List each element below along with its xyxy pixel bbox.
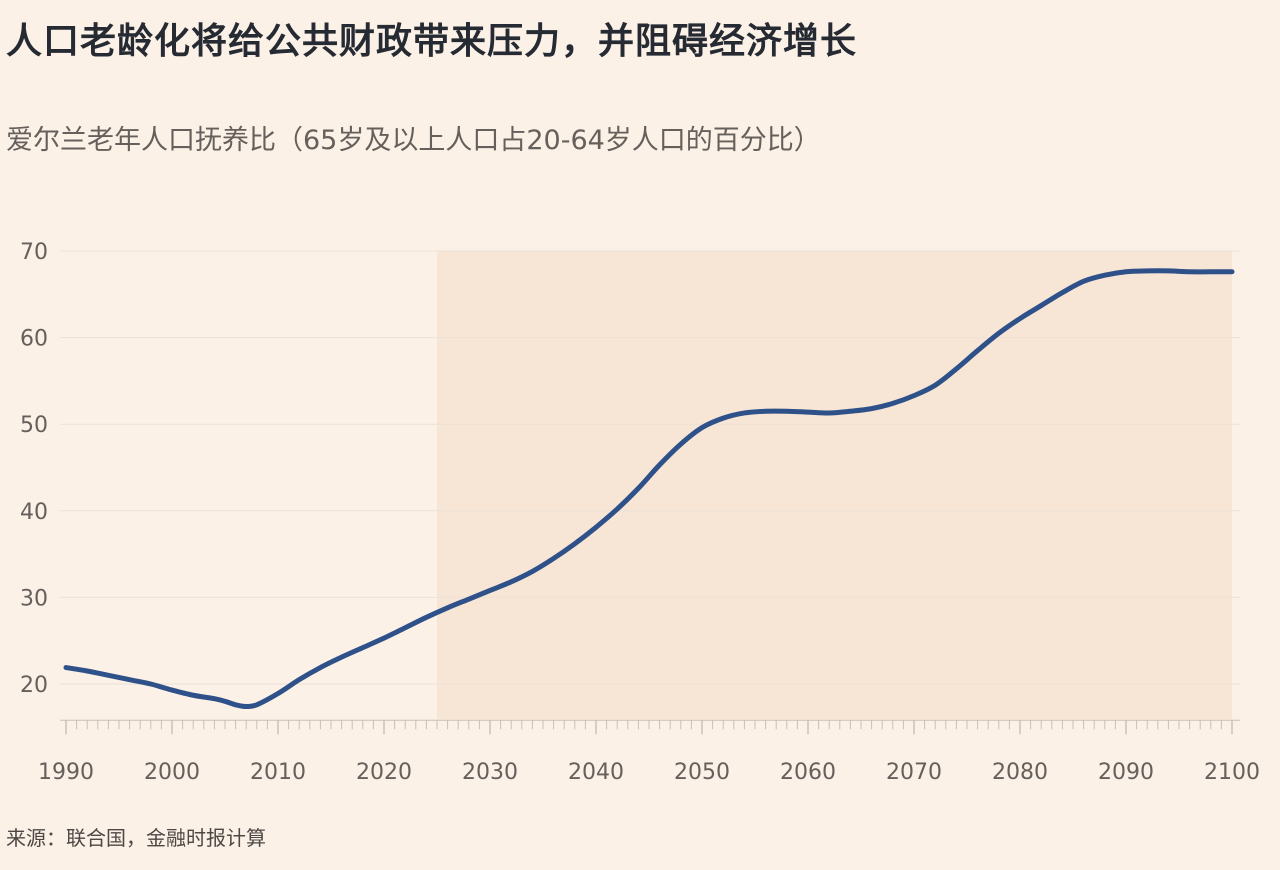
x-tick-label-2070: 2070 xyxy=(886,760,942,785)
x-tick-label-2080: 2080 xyxy=(992,760,1048,785)
x-tick-label-2030: 2030 xyxy=(462,760,518,785)
x-tick-label-2000: 2000 xyxy=(144,760,200,785)
chart-subtitle: 爱尔兰老年人口抚养比（65岁及以上人口占20-64岁人口的百分比） xyxy=(6,125,821,156)
x-tick-label-2100: 2100 xyxy=(1204,760,1260,785)
y-tick-label-30: 30 xyxy=(20,586,48,611)
x-tick-label-2040: 2040 xyxy=(568,760,624,785)
x-tick-label-2060: 2060 xyxy=(780,760,836,785)
x-tick-label-2050: 2050 xyxy=(674,760,730,785)
series-line-0 xyxy=(63,268,1235,710)
x-tick-label-2020: 2020 xyxy=(356,760,412,785)
source-note: 来源：联合国，金融时报计算 xyxy=(6,826,266,850)
y-tick-label-60: 60 xyxy=(20,327,48,352)
chart-title: 人口老龄化将给公共财政带来压力，并阻碍经济增长 xyxy=(6,21,858,62)
x-tick-label-1990: 1990 xyxy=(38,760,94,785)
y-tick-label-50: 50 xyxy=(20,413,48,438)
x-tick-label-2010: 2010 xyxy=(250,760,306,785)
y-tick-label-70: 70 xyxy=(20,240,48,265)
x-tick-label-2090: 2090 xyxy=(1098,760,1154,785)
y-tick-label-20: 20 xyxy=(20,673,48,698)
projection-band xyxy=(437,251,1232,720)
y-tick-label-40: 40 xyxy=(20,500,48,525)
